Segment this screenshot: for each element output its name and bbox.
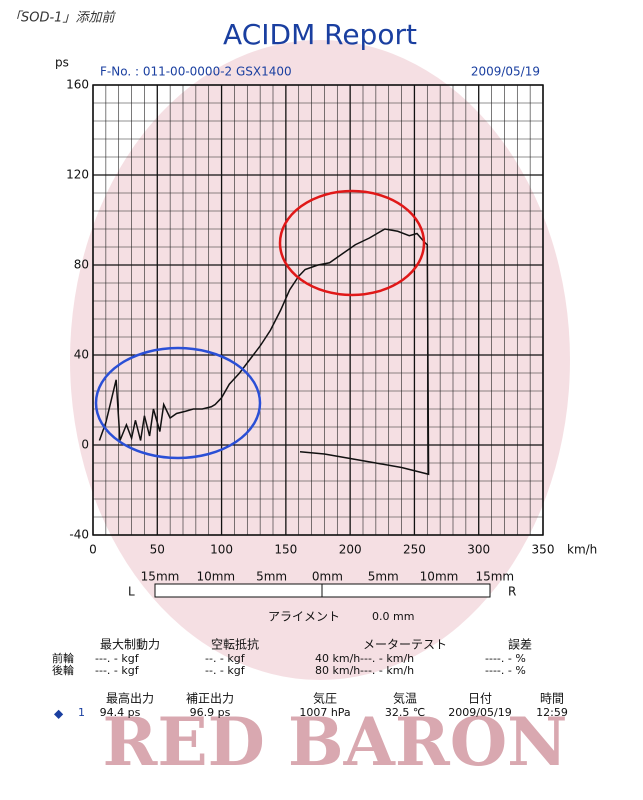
watermark-shape [70, 40, 570, 680]
alignment-scale-label: 15mm [475, 570, 514, 584]
table-header: 気温 [393, 691, 417, 706]
table-cell: ---. - kgf [95, 664, 140, 677]
table-cell: 80 km/h [315, 664, 360, 677]
table-cell: 32.5 ℃ [385, 706, 425, 719]
chart-info: F-No. : 011-00-0000-2 GSX1400 [100, 65, 292, 79]
alignment-right: R [508, 585, 516, 599]
alignment-left: L [128, 585, 135, 599]
x-axis-label: km/h [567, 543, 597, 557]
table-header: 最大制動力 [100, 638, 160, 652]
table-header: 誤差 [508, 637, 532, 652]
alignment-scale-label: 15mm [141, 570, 180, 584]
alignment-scale-label: 10mm [420, 570, 459, 584]
table-cell: --. - kgf [205, 652, 246, 665]
x-tick-label: 200 [339, 543, 362, 557]
watermark: RED BARON [102, 703, 567, 781]
chart-date: 2009/05/19 [471, 65, 540, 79]
table-header: 補正出力 [186, 692, 234, 706]
table-cell: ---. - km/h [360, 652, 414, 665]
row-label: 後輪 [52, 663, 74, 677]
table-cell: 96.9 ps [190, 706, 231, 719]
table-cell: 12:59 [536, 706, 568, 719]
table-cell: ---. - kgf [95, 652, 140, 665]
y-tick-label: 120 [66, 168, 89, 182]
table-header: メーターテスト [363, 638, 447, 652]
table-cell: 94.4 ps [100, 706, 141, 719]
table-header: 時間 [540, 692, 564, 706]
x-tick-label: 250 [403, 543, 426, 557]
x-tick-label: 100 [210, 543, 233, 557]
alignment-scale-label: 5mm [368, 570, 399, 584]
alignment-scale-label: 5mm [256, 570, 287, 584]
alignment-scale-label: 0mm [312, 570, 343, 584]
annotation-circle [94, 346, 262, 460]
y-tick-label: 40 [74, 348, 89, 362]
table-header: 気圧 [313, 691, 337, 706]
x-tick-label: 350 [532, 543, 555, 557]
alignment-label: アライメント [268, 610, 340, 624]
y-tick-label: 80 [74, 258, 89, 272]
table-cell: ----. - % [485, 664, 526, 677]
alignment-value: 0.0 mm [372, 610, 414, 623]
y-tick-label: -40 [69, 528, 89, 542]
table-header: 日付 [468, 692, 492, 706]
table-header: 最高出力 [106, 691, 154, 706]
table-cell: ---. - km/h [360, 664, 414, 677]
y-tick-label: 0 [81, 438, 89, 452]
table-cell: 1007 hPa [299, 706, 350, 719]
row-marker: ◆ [54, 707, 64, 721]
annotation-circle [278, 189, 426, 297]
y-tick-label: 160 [66, 78, 89, 92]
table-cell: 1 [78, 706, 85, 719]
alignment-scale-label: 10mm [196, 570, 235, 584]
alignment-scale: 15mm 10mm 5mm 0mm 5mm 10mm 15mm [141, 570, 514, 584]
x-tick-label: 0 [89, 543, 97, 557]
power-line [98, 228, 430, 476]
title: ACIDM Report [223, 18, 417, 51]
row-label: 前輪 [52, 651, 74, 665]
table-cell: ----. - % [485, 652, 526, 665]
table-cell: --. - kgf [205, 664, 246, 677]
x-tick-label: 300 [467, 543, 490, 557]
y-axis-label: ps [55, 56, 69, 70]
table-cell: 40 km/h [315, 652, 360, 665]
x-tick-label: 150 [274, 543, 297, 557]
x-tick-label: 50 [150, 543, 165, 557]
handwritten-note: 「SOD-1」添加前 [8, 11, 116, 26]
table-cell: 2009/05/19 [448, 706, 511, 719]
table-header: 空転抵抗 [211, 637, 259, 652]
